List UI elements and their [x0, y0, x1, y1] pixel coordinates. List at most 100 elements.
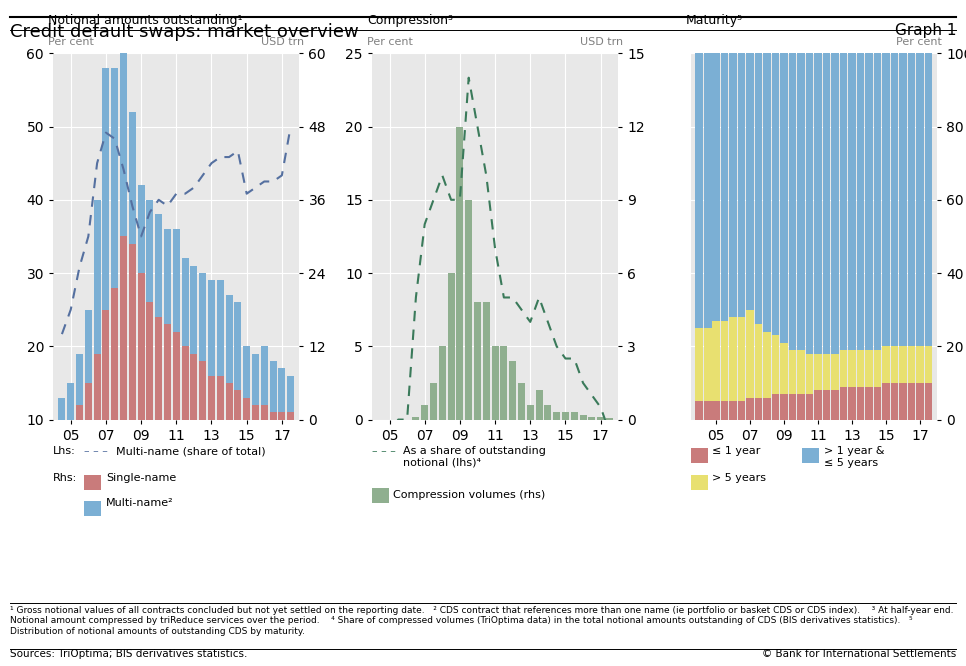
Bar — [492, 346, 498, 420]
Text: > 5 years: > 5 years — [712, 473, 766, 483]
Bar — [128, 244, 136, 493]
Bar — [866, 386, 873, 420]
Text: Compression volumes (rhs): Compression volumes (rhs) — [393, 490, 546, 500]
Bar — [789, 350, 796, 394]
Bar — [111, 68, 118, 288]
Bar — [235, 390, 242, 493]
Bar — [439, 346, 446, 420]
Bar — [580, 415, 586, 420]
Bar — [738, 401, 746, 420]
Text: Credit default swaps: market overview: Credit default swaps: market overview — [10, 23, 358, 41]
Text: Compression³: Compression³ — [367, 13, 453, 27]
Bar — [781, 53, 788, 342]
Bar — [216, 280, 224, 376]
Bar — [806, 53, 813, 354]
Bar — [738, 317, 746, 401]
Bar — [164, 229, 171, 324]
Bar — [597, 417, 604, 420]
Bar — [866, 350, 873, 386]
Bar — [120, 236, 127, 493]
Bar — [58, 398, 66, 427]
Bar — [164, 324, 171, 493]
Bar — [111, 288, 118, 493]
Bar — [261, 405, 268, 493]
Bar — [120, 53, 127, 236]
Bar — [571, 412, 578, 420]
Bar — [509, 361, 516, 420]
Bar — [474, 302, 481, 420]
Bar — [781, 394, 788, 420]
Bar — [729, 401, 737, 420]
Bar — [68, 420, 74, 493]
Bar — [747, 53, 754, 310]
Bar — [899, 346, 907, 383]
Bar — [891, 53, 898, 346]
Bar — [823, 354, 831, 390]
Bar — [747, 310, 754, 398]
Bar — [738, 53, 746, 317]
Bar — [94, 354, 100, 493]
Bar — [797, 350, 805, 394]
Bar — [848, 386, 856, 420]
Text: As a share of outstanding
notional (lhs)⁴: As a share of outstanding notional (lhs)… — [403, 446, 546, 468]
Bar — [916, 346, 923, 383]
Bar — [147, 200, 154, 302]
Bar — [763, 332, 771, 398]
Bar — [721, 53, 728, 320]
Bar — [839, 53, 847, 350]
Bar — [199, 273, 206, 361]
Bar — [147, 302, 154, 493]
Bar — [891, 383, 898, 420]
Bar — [814, 53, 822, 354]
Bar — [721, 401, 728, 420]
Bar — [85, 310, 92, 383]
Bar — [562, 412, 569, 420]
Bar — [882, 53, 890, 346]
Bar — [85, 383, 92, 493]
Bar — [526, 405, 534, 420]
Text: Per cent: Per cent — [48, 37, 94, 47]
Bar — [857, 53, 865, 350]
Bar — [772, 336, 780, 394]
Bar — [535, 390, 543, 420]
Bar — [908, 383, 916, 420]
Bar — [278, 412, 285, 493]
Text: – – –: – – – — [84, 446, 108, 456]
Text: Per cent: Per cent — [367, 37, 412, 47]
Bar — [128, 112, 136, 244]
Bar — [823, 53, 831, 354]
Bar — [182, 258, 188, 346]
Bar — [545, 405, 552, 420]
Bar — [754, 53, 762, 324]
Bar — [466, 200, 472, 420]
Bar — [216, 376, 224, 493]
Bar — [287, 412, 295, 493]
Bar — [483, 302, 490, 420]
Bar — [721, 320, 728, 401]
Bar — [554, 412, 560, 420]
Bar — [908, 346, 916, 383]
Bar — [199, 361, 206, 493]
Bar — [924, 53, 932, 346]
Text: Notional amounts outstanding¹: Notional amounts outstanding¹ — [48, 13, 242, 27]
Bar — [924, 346, 932, 383]
Bar — [729, 53, 737, 317]
Bar — [261, 346, 268, 405]
Bar — [208, 376, 215, 493]
Text: ≤ 1 year: ≤ 1 year — [712, 446, 760, 456]
Text: Multi-name²: Multi-name² — [106, 498, 174, 508]
Bar — [518, 383, 525, 420]
Bar — [430, 383, 437, 420]
Bar — [747, 398, 754, 420]
Bar — [68, 383, 74, 420]
Bar — [839, 386, 847, 420]
Text: Lhs:: Lhs: — [53, 446, 76, 456]
Bar — [456, 127, 464, 420]
Bar — [704, 328, 712, 401]
Bar — [832, 354, 838, 390]
Bar — [137, 185, 145, 273]
Bar — [287, 376, 295, 412]
Bar — [763, 53, 771, 332]
Bar — [76, 354, 83, 405]
Bar — [873, 53, 881, 350]
